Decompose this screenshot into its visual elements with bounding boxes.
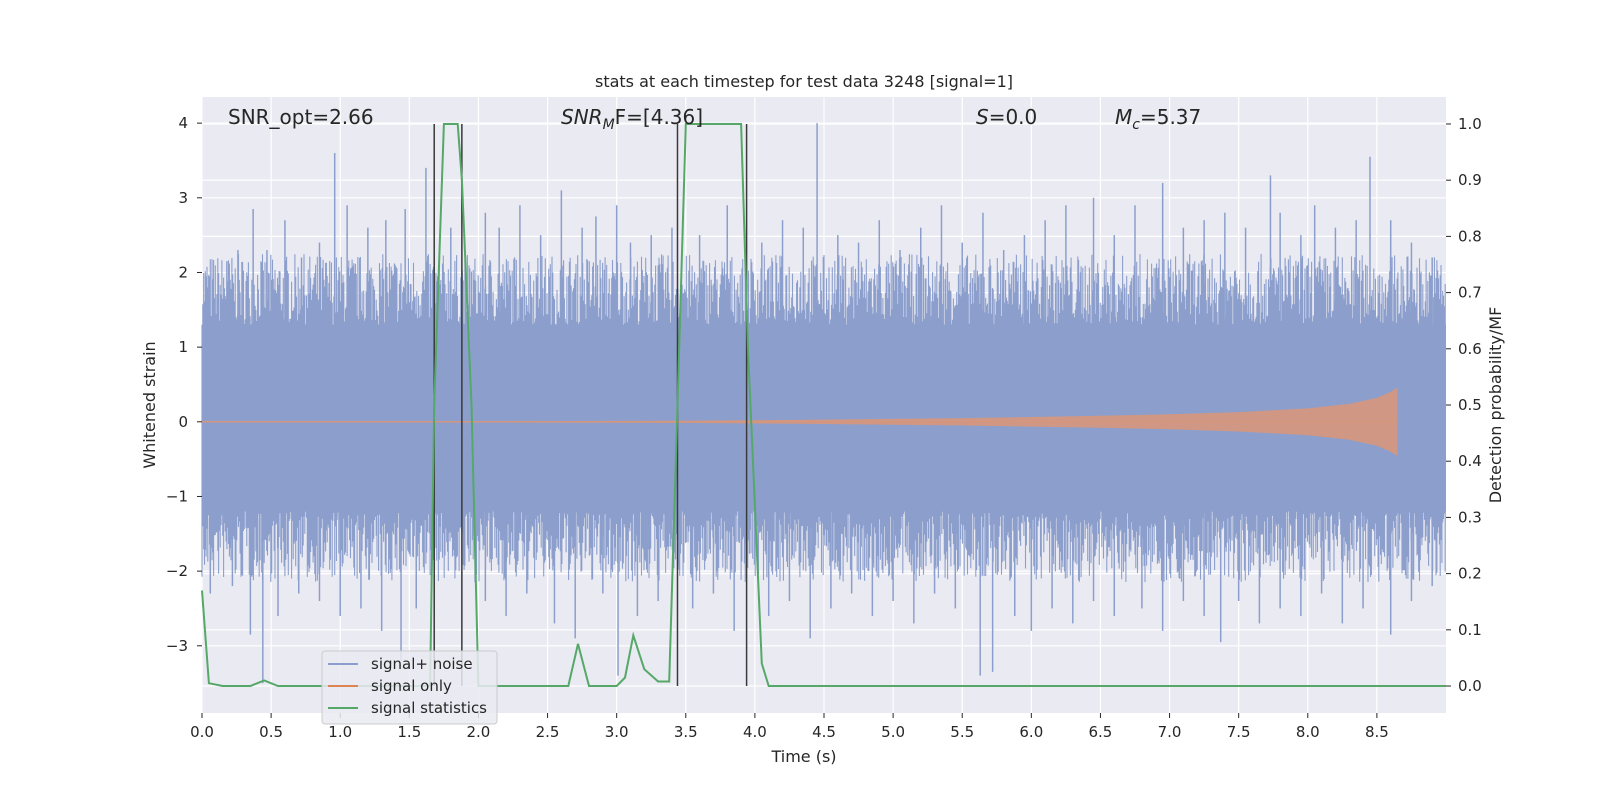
x-tick-label: 7.0: [1158, 723, 1182, 741]
x-tick-label: 3.5: [674, 723, 698, 741]
annotation-mc: Mc=5.37: [1115, 105, 1201, 133]
left-y-axis-label: Whitened strain: [140, 341, 159, 468]
x-tick-label: 2.5: [536, 723, 560, 741]
y-left-tick-label: 2: [178, 263, 188, 281]
annotation-mc-sub: c: [1132, 117, 1140, 133]
legend-label-signal: signal only: [371, 677, 452, 695]
annotation-snr-mf-tail: F=[4.36]: [615, 105, 703, 129]
y-right-tick-label: 0.4: [1458, 452, 1482, 470]
left-y-axis-ticks: 4 3 2 1 0 −1 −2 −3: [166, 114, 202, 655]
annotation-snr-mf-main: SNR: [561, 105, 603, 129]
y-left-tick-label: −1: [166, 487, 188, 505]
x-axis-ticks: 0.0 0.5 1.0 1.5 2.0 2.5 3.0 3.5 4.0 4.5 5.0 5.5 6.0 6…: [190, 713, 1389, 741]
x-tick-label: 2.0: [467, 723, 491, 741]
annotation-s-tail: =0.0: [989, 105, 1038, 129]
x-tick-label: 4.0: [743, 723, 767, 741]
y-left-tick-label: 4: [178, 114, 188, 132]
x-tick-label: 5.0: [881, 723, 905, 741]
y-right-tick-label: 0.2: [1458, 565, 1482, 583]
signal-only-trace: [202, 387, 1398, 457]
legend-label-noise: signal+ noise: [371, 655, 473, 673]
x-tick-label: 0.5: [259, 723, 283, 741]
x-tick-label: 1.5: [397, 723, 421, 741]
annotation-mc-tail: =5.37: [1140, 105, 1201, 129]
y-right-tick-label: 0.5: [1458, 396, 1482, 414]
y-right-tick-label: 0.3: [1458, 508, 1482, 526]
annotation-snr-mf-sub: M: [603, 117, 615, 133]
y-right-tick-label: 0.9: [1458, 171, 1482, 189]
x-tick-label: 7.5: [1227, 723, 1251, 741]
x-tick-label: 8.0: [1296, 723, 1320, 741]
y-left-tick-label: −2: [166, 562, 188, 580]
signal-noise-trace: [201, 123, 1446, 684]
x-tick-label: 4.5: [812, 723, 836, 741]
y-left-tick-label: 0: [178, 413, 188, 431]
y-left-tick-label: 3: [178, 189, 188, 207]
y-right-tick-label: 0.1: [1458, 621, 1482, 639]
x-axis-label: Time (s): [770, 747, 836, 766]
right-y-axis-ticks: 1.0 0.9 0.8 0.7 0.6 0.5 0.4 0.3 0.2 0.1 0.0: [1446, 115, 1482, 695]
x-tick-label: 3.0: [605, 723, 629, 741]
x-tick-label: 6.0: [1019, 723, 1043, 741]
y-right-tick-label: 0.8: [1458, 227, 1482, 245]
y-right-tick-label: 0.7: [1458, 284, 1482, 302]
chart-title: stats at each timestep for test data 324…: [595, 72, 1013, 91]
annotation-snr-mf: SNRMF=[4.36]: [561, 105, 703, 133]
legend: signal+ noise signal only signal statist…: [321, 650, 498, 725]
x-tick-label: 1.0: [328, 723, 352, 741]
y-right-tick-label: 1.0: [1458, 115, 1482, 133]
y-left-tick-label: −3: [166, 637, 188, 655]
annotation-snr-opt: SNR_opt=2.66: [228, 105, 374, 129]
x-tick-label: 5.5: [950, 723, 974, 741]
y-right-tick-label: 0.0: [1458, 677, 1482, 695]
legend-label-statistics: signal statistics: [371, 699, 487, 717]
y-left-tick-label: 1: [178, 338, 188, 356]
y-right-tick-label: 0.6: [1458, 340, 1482, 358]
x-tick-label: 6.5: [1089, 723, 1113, 741]
right-y-axis-label: Detection probability/MF: [1486, 307, 1505, 504]
annotation-s-main: S: [976, 105, 989, 129]
x-tick-label: 0.0: [190, 723, 214, 741]
legend-box: [321, 650, 498, 725]
annotation-mc-main: M: [1115, 105, 1132, 129]
x-tick-label: 8.5: [1365, 723, 1389, 741]
annotation-s: S=0.0: [976, 105, 1037, 129]
